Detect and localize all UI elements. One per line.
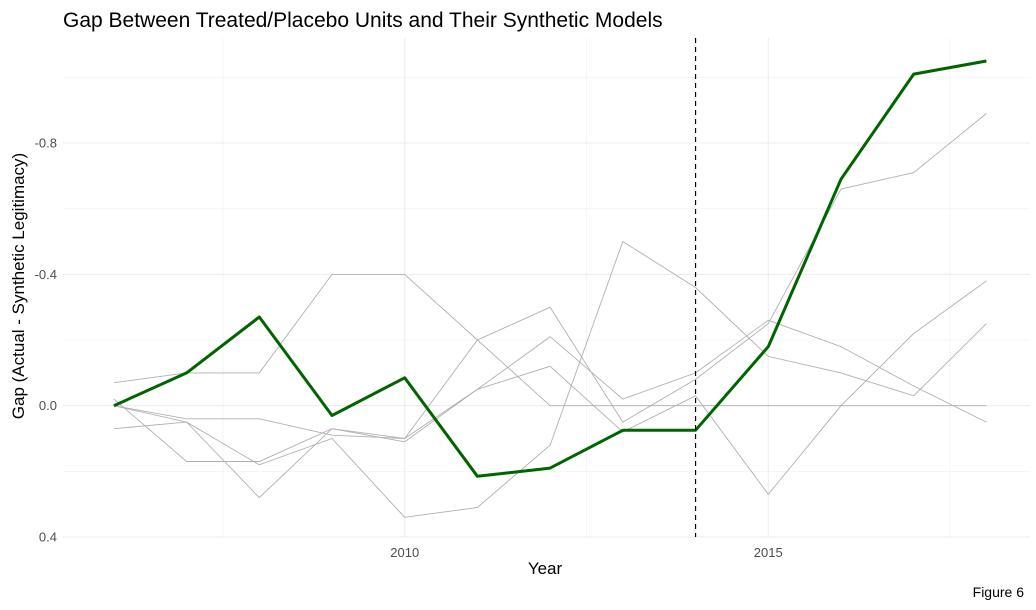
placebo-unit-line-4 — [113, 280, 987, 496]
placebo-unit-line-5 — [113, 319, 987, 499]
y-tick-label: 0.4 — [39, 530, 57, 545]
x-axis-tick-labels: 2010 2015 — [390, 545, 782, 560]
y-tick-label: 0.0 — [39, 398, 57, 413]
placebo-unit-line-3 — [113, 240, 987, 518]
treated-series — [113, 59, 987, 478]
chart-title: Gap Between Treated/Placebo Units and Th… — [63, 9, 663, 32]
y-axis-title: Gap (Actual - Synthetic Legitimacy) — [9, 153, 28, 419]
grid-major-lines — [63, 38, 1030, 538]
grid-minor-lines — [63, 38, 1030, 537]
placebo-unit-line-2 — [113, 113, 987, 439]
figure-caption: Figure 6 — [973, 584, 1025, 600]
x-tick-label: 2015 — [754, 545, 783, 560]
y-tick-label: -0.4 — [35, 267, 57, 282]
x-tick-label: 2010 — [390, 545, 419, 560]
placebo-series — [113, 113, 987, 518]
x-axis-title: Year — [528, 559, 563, 578]
treated-unit-line — [113, 59, 987, 478]
y-axis-tick-labels: 0.4 0.0 -0.4 -0.8 — [35, 136, 57, 545]
y-tick-label: -0.8 — [35, 136, 57, 151]
